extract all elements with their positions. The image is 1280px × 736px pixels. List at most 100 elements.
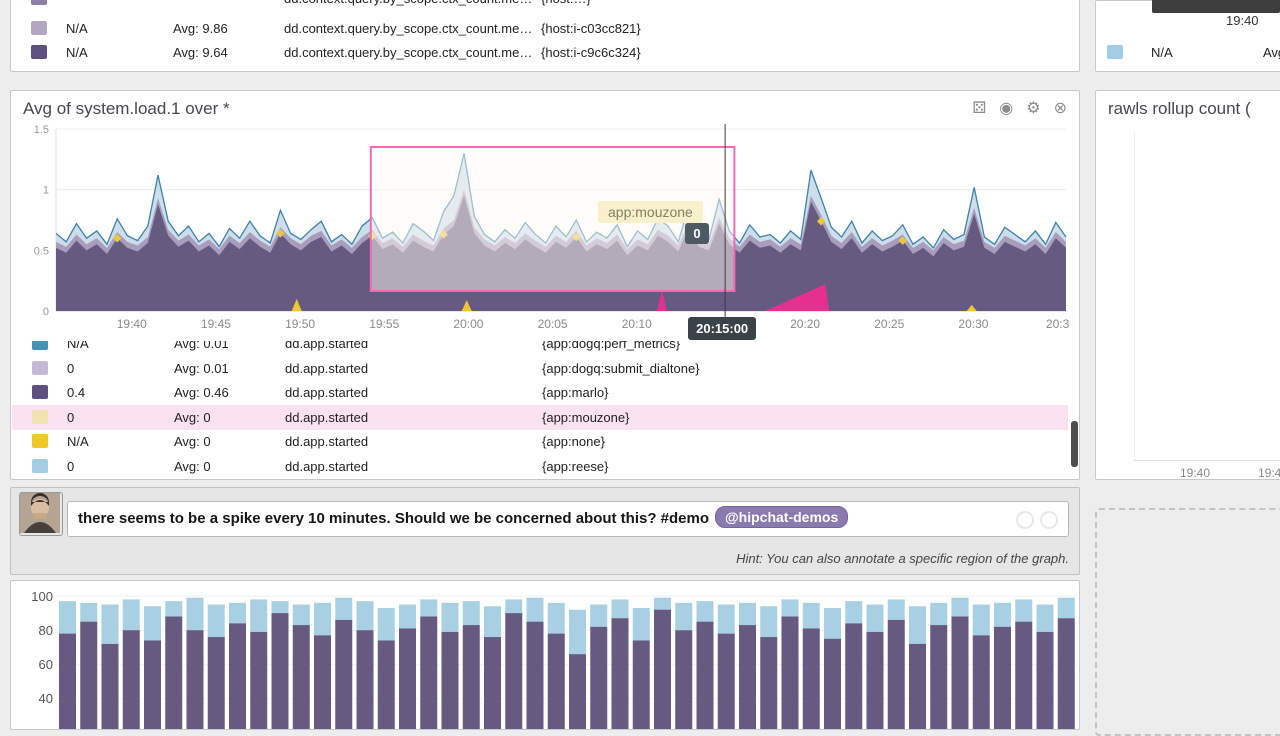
hover-tooltip-value: 0	[685, 223, 709, 244]
graph-title: rawls rollup count (	[1108, 99, 1251, 118]
legend-met: dd.app.started	[285, 360, 369, 376]
annotation-text: there seems to be a spike every 10 minut…	[78, 510, 710, 527]
svg-text:20:10: 20:10	[622, 317, 652, 331]
input-action-icons	[1016, 511, 1058, 529]
y-tick-label: 80	[38, 623, 53, 638]
legend-met: dd.context.query.by_scope.ctx_count.me…	[284, 45, 533, 60]
graph-toolbar: ⚄ ◉ ⚙ ⊗	[972, 98, 1067, 118]
legend-avg: Avg: 0	[174, 434, 211, 449]
svg-text:20:3: 20:3	[1046, 317, 1070, 331]
svg-text:19:40: 19:40	[117, 317, 147, 331]
y-tick-label: 40	[38, 691, 53, 706]
legend-avg: Avg: 9.64	[173, 45, 228, 60]
camera-icon[interactable]: ◉	[999, 100, 1014, 117]
legend-avg: Avg: 0.01	[174, 360, 229, 376]
legend-met: dd.app.started	[285, 434, 369, 449]
legend-tag: {host:i-c9c6c324}	[541, 45, 641, 60]
user-avatar	[19, 492, 63, 536]
svg-text:1.5: 1.5	[34, 124, 49, 136]
series-swatch	[32, 434, 48, 448]
series-swatch	[1107, 45, 1123, 59]
annotation-input[interactable]: there seems to be a spike every 10 minut…	[67, 501, 1069, 537]
svg-text:20:30: 20:30	[958, 317, 988, 331]
x-tick-label: 19:4	[1258, 466, 1280, 480]
context-query-table-panel: dd.context.query.by_scope.ctx_count.me… {…	[10, 0, 1080, 72]
legend-row[interactable]: dd.context.query.by_scope.ctx_count.me… {…	[11, 0, 1079, 11]
x-tick-label: 19:40	[1180, 466, 1211, 480]
svg-text:19:45: 19:45	[201, 317, 231, 331]
legend-row[interactable]: 0 Avg: 0 dd.app.started {app:mouzone}	[12, 404, 1068, 430]
system-load-graph-panel: Avg of system.load.1 over * ⚄ ◉ ⚙ ⊗ 1.5 1…	[10, 90, 1080, 480]
legend-scrollbar[interactable]	[1071, 421, 1078, 467]
rawls-rollup-graph-panel: rawls rollup count ( 19:40 19:4	[1095, 90, 1280, 480]
legend-met: dd.app.started	[285, 458, 369, 474]
legend-met: dd.context.query.by_scope.ctx_count.me…	[284, 21, 533, 36]
series-swatch	[31, 21, 47, 35]
legend-tag: {app:dogq:perf_metrics}	[542, 341, 681, 351]
svg-text:20:05: 20:05	[538, 317, 568, 331]
legend-val: 0	[67, 360, 75, 376]
legend-avg: Avg: 9.86	[173, 21, 228, 36]
legend-row[interactable]: 0 Avg: 0.01 dd.app.started {app:dogq:submit…	[12, 356, 1068, 381]
legend-row[interactable]: N/A Avg: 9.86 dd.context.query.by_scope.ct…	[11, 16, 1079, 41]
svg-text:20:20: 20:20	[790, 317, 820, 331]
legend-avg: Avg: 0.46	[174, 385, 229, 400]
legend-val: N/A	[67, 341, 89, 351]
legend-tag: {app:mouzone}	[542, 409, 630, 425]
empty-drop-zone[interactable]	[1095, 508, 1280, 736]
settings-gear-icon[interactable]: ⚙	[1026, 100, 1041, 117]
legend-avg: Avg	[1263, 45, 1280, 60]
series-swatch	[31, 45, 47, 59]
monitoring-dashboard: { "top_left_table": { "rows": [ {"partia…	[10, 0, 1280, 736]
legend-tag: {host:…}	[541, 0, 591, 6]
legend-row[interactable]: N/A Avg: 0.01 dd.app.started {app:dogq:perf…	[12, 341, 1068, 356]
series-swatch	[32, 458, 48, 473]
graph-title: Avg of system.load.1 over *	[23, 99, 230, 118]
circle-icon[interactable]	[1040, 511, 1058, 529]
annotation-hint: Hint: You can also annotate a specific r…	[736, 551, 1069, 566]
legend-value: N/A	[1151, 45, 1173, 60]
legend-avg: Avg: 0.01	[174, 341, 229, 351]
legend-row[interactable]: N/A Avg: 0 dd.app.started {app:none}	[12, 429, 1068, 454]
dark-tooltip-strip	[1152, 0, 1280, 13]
legend-val: N/A	[67, 434, 89, 449]
legend-tag: {app:none}	[542, 434, 605, 449]
series-swatch	[32, 385, 48, 399]
legend-avg: Avg: 0	[174, 458, 211, 474]
y-tick-label: 60	[38, 657, 53, 672]
legend-met: dd.context.query.by_scope.ctx_count.me…	[284, 0, 532, 6]
series-swatch	[32, 341, 48, 350]
legend-row[interactable]: 0 Avg: 0 dd.app.started {app:reese}	[12, 454, 1068, 479]
svg-text:19:55: 19:55	[369, 317, 399, 331]
legend-row[interactable]: 0.4 Avg: 0.46 dd.app.started {app:marlo}	[12, 380, 1068, 405]
y-tick-label: 100	[31, 589, 53, 604]
system-load-chart[interactable]: 1.5 1 0.5 0 19:40 19:45 19:50 19:55 20:00 20:05 20…	[11, 121, 1081, 351]
svg-text:19:50: 19:50	[285, 317, 315, 331]
right-time-label: 19:40	[1226, 13, 1259, 28]
crosshair-time-badge: 20:15:00	[688, 317, 757, 340]
svg-text:1: 1	[43, 185, 49, 197]
close-icon[interactable]: ⊗	[1053, 100, 1067, 117]
svg-text:0.5: 0.5	[34, 245, 49, 257]
series-swatch	[32, 360, 48, 375]
annotation-panel: there seems to be a spike every 10 minut…	[10, 487, 1080, 575]
legend-row[interactable]: N/A Avg: 9.64 dd.context.query.by_scope.ct…	[11, 40, 1079, 65]
legend-tag: {host:i-c03cc821}	[541, 21, 641, 36]
legend-val: 0.4	[67, 385, 86, 400]
legend-val: N/A	[66, 45, 88, 60]
legend-val: 0	[67, 409, 75, 425]
hipchat-mention-token[interactable]: @hipchat-demos	[715, 506, 849, 528]
circle-icon[interactable]	[1016, 511, 1034, 529]
y-axis-line	[1134, 131, 1135, 461]
stacked-bar-chart[interactable]	[11, 581, 1079, 729]
svg-text:20:00: 20:00	[453, 317, 483, 331]
graph-legend: N/A Avg: 0.01 dd.app.started {app:dogq:perf…	[12, 341, 1068, 479]
snapshot-grid-icon[interactable]: ⚄	[972, 100, 987, 117]
series-swatch	[31, 0, 47, 5]
svg-text:0: 0	[43, 306, 49, 318]
x-axis-line	[1134, 460, 1280, 461]
series-swatch	[32, 409, 48, 424]
legend-tag: {app:dogq:submit_dialtone}	[542, 360, 700, 376]
legend-tag: {app:reese}	[542, 458, 609, 474]
svg-text:20:25: 20:25	[874, 317, 904, 331]
